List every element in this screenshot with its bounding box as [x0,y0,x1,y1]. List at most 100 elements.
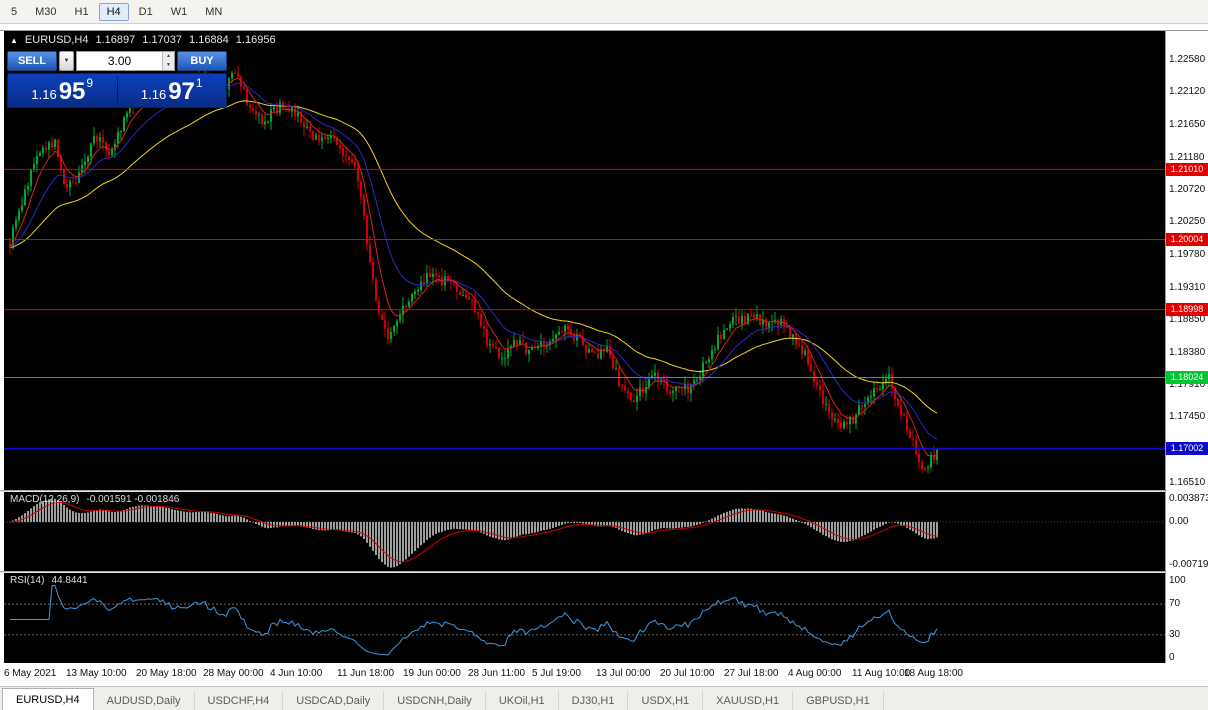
rsi-chart [4,584,1165,656]
price-line-label: 1.18024 [1166,371,1208,384]
price-line-label: 1.18998 [1166,303,1208,316]
time-axis-label: 11 Aug 10:00 [852,668,911,679]
rsi-label: RSI(14) 44.8441 [10,575,88,586]
macd-label: MACD(12,26,9) -0.001591 -0.001846 [10,494,179,505]
timeframe-toolbar: 5 M30 H1 H4 D1 W1 MN [0,0,1208,24]
bid-ask-panel: 1.16 95 9 1.16 97 1 [7,73,227,108]
timeframe-button-w1[interactable]: W1 [170,5,188,18]
price-line-label: 1.21010 [1166,163,1208,176]
price-tick: 1.18850 [1169,314,1206,325]
lot-increase-button[interactable]: ▲ [163,52,174,61]
rsi-axis-label: 100 [1169,575,1186,586]
ohlc-open: 1.16897 [95,34,136,46]
rsi-value: 44.8441 [51,575,88,586]
rsi-axis-label: 0 [1169,652,1175,663]
price-axis: 1.22580 1.22120 1.21650 1.21180 1.20720 1.202… [1166,31,1208,663]
time-axis-label: 27 Jul 18:00 [724,668,779,679]
price-tick: 1.19310 [1169,282,1206,293]
macd-values: -0.001591 -0.001846 [86,494,180,505]
time-axis-label: 13 May 10:00 [66,668,127,679]
ask-price-big: 97 [168,78,195,105]
bid-price-display[interactable]: 1.16 95 9 [8,74,117,107]
time-axis: 6 May 2021 13 May 10:00 20 May 18:00 28 May… [4,663,1165,687]
ohlc-high: 1.17037 [142,34,183,46]
rsi-name: RSI(14) [10,575,45,586]
bid-ask-divider [116,77,118,104]
chart-ohlc-header: ▲ EURUSD,H4 1.16897 1.17037 1.16884 1.16… [10,34,276,46]
price-line-label: 1.20004 [1166,233,1208,246]
time-axis-label: 11 Jun 18:00 [337,668,395,679]
bid-price-pipette: 9 [86,76,94,90]
candlestick-chart[interactable] [4,31,1165,490]
buy-button[interactable]: BUY [177,51,227,71]
price-tick: 1.22580 [1169,54,1206,65]
price-tick: 1.18380 [1169,347,1206,358]
time-axis-label: 13 Jul 00:00 [596,668,651,679]
time-axis-label: 28 May 00:00 [203,668,264,679]
time-axis-label: 19 Jun 00:00 [403,668,461,679]
macd-axis-label: 0.003873 [1169,493,1208,504]
timeframe-button-h4[interactable]: H4 [98,2,129,21]
order-type-dropdown[interactable]: ▼ [59,51,74,71]
price-line-label: 1.17002 [1166,442,1208,455]
macd-pane[interactable]: MACD(12,26,9) -0.001591 -0.001846 [4,492,1165,571]
price-chart-pane[interactable]: ▲ EURUSD,H4 1.16897 1.17037 1.16884 1.16… [4,31,1165,490]
ohlc-low: 1.16884 [189,34,229,46]
timeframe-button-5[interactable]: 5 [11,5,18,18]
bid-price-big: 95 [58,78,86,105]
time-axis-label: 4 Aug 00:00 [788,668,842,679]
time-axis-label: 18 Aug 18:00 [904,668,963,679]
bid-price-prefix: 1.16 [31,87,57,102]
rsi-pane[interactable]: RSI(14) 44.8441 [4,573,1165,663]
price-axis-separator [1165,31,1166,663]
chart-symbol-label: EURUSD,H4 [24,34,89,46]
pane-separator-main-macd[interactable] [0,490,1208,492]
timeframe-button-mn[interactable]: MN [205,5,223,18]
macd-axis-label: 0.00 [1169,516,1189,527]
macd-name: MACD(12,26,9) [10,494,80,505]
macd-axis-label: -0.007195 [1169,559,1208,570]
price-tick: 1.19780 [1169,249,1206,260]
chart-tab-usdx-h1[interactable]: USDX,H1 [628,691,704,710]
symbol-arrow-icon: ▲ [10,35,18,45]
chart-tab-ukoil-h1[interactable]: UKOil,H1 [486,691,559,710]
lot-decrease-button[interactable]: ▼ [163,61,174,70]
chart-tab-audusd-daily[interactable]: AUDUSD,Daily [94,691,195,710]
ask-price-pipette: 1 [195,76,203,90]
rsi-axis-label: 30 [1169,629,1181,640]
time-axis-label: 28 Jun 11:00 [468,668,526,679]
time-axis-label: 6 May 2021 [4,668,57,679]
price-tick: 1.16510 [1169,477,1206,488]
time-axis-label: 20 Jul 10:00 [660,668,715,679]
one-click-trade-panel: SELL ▼ 3.00 ▲ ▼ BUY 1.16 95 9 [7,51,227,108]
chart-window: ▲ EURUSD,H4 1.16897 1.17037 1.16884 1.16… [0,30,1208,687]
chart-tab-bar: EURUSD,H4 AUDUSD,Daily USDCHF,H4 USDCAD,Dai… [0,686,1208,710]
timeframe-button-m30[interactable]: M30 [35,5,57,18]
pane-separator-macd-rsi[interactable] [0,571,1208,573]
price-tick: 1.21180 [1169,152,1205,163]
macd-chart [4,498,1165,568]
sell-button[interactable]: SELL [7,51,57,71]
price-tick: 1.17910 [1169,379,1206,390]
timeframe-button-h1[interactable]: H1 [74,5,89,18]
chart-tab-usdcnh-daily[interactable]: USDCNH,Daily [384,691,486,710]
price-tick: 1.20720 [1169,184,1206,195]
chart-tab-gbpusd-h1[interactable]: GBPUSD,H1 [793,691,884,710]
chart-tab-xauusd-h1[interactable]: XAUUSD,H1 [703,691,794,710]
chart-tab-usdcad-daily[interactable]: USDCAD,Daily [283,691,385,710]
lot-size-value[interactable]: 3.00 [107,54,132,68]
price-tick: 1.17450 [1169,411,1206,422]
chart-tab-eurusd-h4[interactable]: EURUSD,H4 [2,688,94,710]
timeframe-button-d1[interactable]: D1 [138,5,153,18]
time-axis-label: 5 Jul 19:00 [532,668,581,679]
time-axis-label: 20 May 18:00 [136,668,197,679]
lot-size-field[interactable]: 3.00 ▲ ▼ [76,51,175,71]
price-tick: 1.20250 [1169,216,1206,227]
time-axis-label: 4 Jun 10:00 [270,668,323,679]
chart-tab-dj30-h1[interactable]: DJ30,H1 [559,691,629,710]
chart-tab-usdchf-h4[interactable]: USDCHF,H4 [195,691,284,710]
ask-price-display[interactable]: 1.16 97 1 [118,74,227,107]
lot-size-stepper[interactable]: ▲ ▼ [162,52,174,70]
price-tick: 1.21650 [1169,119,1206,130]
